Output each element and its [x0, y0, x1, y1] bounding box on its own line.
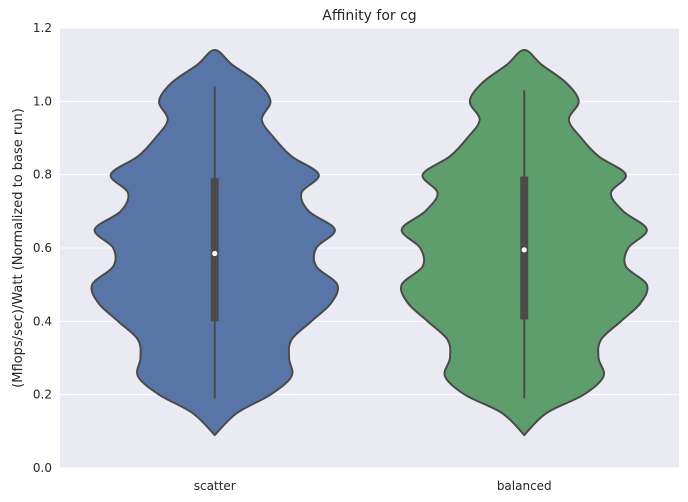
- chart-title: Affinity for cg: [322, 8, 416, 24]
- y-tick-label: 0.6: [33, 241, 52, 255]
- y-tick-label: 0.2: [33, 388, 52, 402]
- violin-median-scatter: [212, 250, 218, 257]
- y-tick-label: 1.2: [33, 21, 52, 35]
- y-tick-label: 0.8: [33, 168, 52, 182]
- violins: [90, 48, 649, 437]
- x-tick-label: scatter: [194, 479, 236, 493]
- x-tick-labels: scatter balanced: [194, 479, 552, 493]
- y-tick-label: 0.4: [33, 314, 52, 328]
- y-tick-label: 1.0: [33, 94, 52, 108]
- x-tick-label: balanced: [497, 479, 552, 493]
- y-tick-labels: 0.0 0.2 0.4 0.6 0.8 1.0 1.2: [33, 21, 52, 475]
- y-tick-label: 0.0: [33, 461, 52, 475]
- violin-iqr-box-scatter: [210, 178, 219, 322]
- y-axis-label: (Mflops/sec)/Watt (Normalized to base ru…: [11, 108, 26, 388]
- violin-median-balanced: [521, 247, 527, 253]
